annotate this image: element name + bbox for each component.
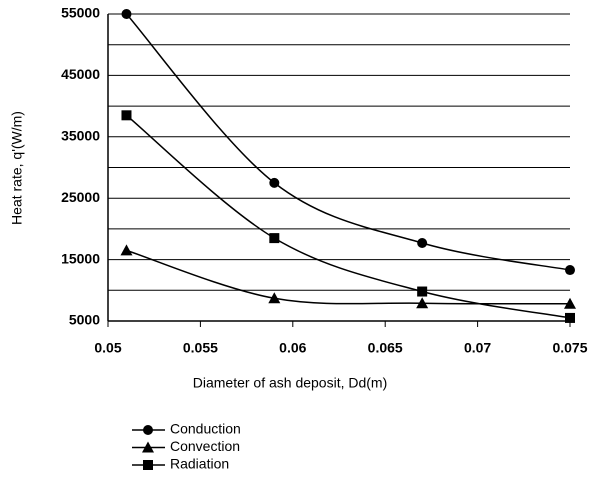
legend-label: Conduction: [170, 421, 241, 437]
y-tick-label: 25000: [61, 189, 100, 205]
y-tick-label: 55000: [61, 5, 100, 21]
y-axis-title: Heat rate, q'(W/m): [9, 111, 25, 225]
marker: [121, 9, 132, 19]
marker: [120, 244, 133, 256]
x-tick-label: 0.07: [464, 340, 491, 356]
series-line: [126, 114, 571, 319]
marker: [269, 177, 280, 188]
legend-marker: [143, 425, 153, 435]
series-line: [126, 249, 571, 305]
series-line: [125, 13, 571, 271]
x-tick-label: 0.075: [552, 340, 587, 356]
legend-label: Radiation: [170, 456, 229, 472]
legend-label: Convection: [170, 438, 240, 454]
marker: [416, 297, 429, 309]
y-tick-label: 5000: [69, 312, 100, 328]
y-tick-label: 35000: [61, 128, 100, 144]
marker: [417, 238, 428, 249]
marker: [121, 110, 132, 121]
legend-marker: [143, 460, 153, 470]
marker: [565, 265, 575, 276]
marker: [564, 297, 576, 309]
x-tick-label: 0.06: [279, 340, 306, 356]
x-tick-label: 0.055: [183, 340, 218, 356]
x-axis-title: Diameter of ash deposit, Dd(m): [193, 375, 388, 391]
legend-marker: [142, 441, 154, 453]
y-tick-label: 45000: [61, 66, 100, 82]
marker: [269, 233, 280, 244]
marker: [565, 312, 575, 323]
marker: [417, 286, 428, 297]
marker: [268, 292, 281, 304]
x-tick-label: 0.065: [368, 340, 403, 356]
y-tick-label: 15000: [61, 250, 100, 266]
x-tick-label: 0.05: [94, 340, 121, 356]
